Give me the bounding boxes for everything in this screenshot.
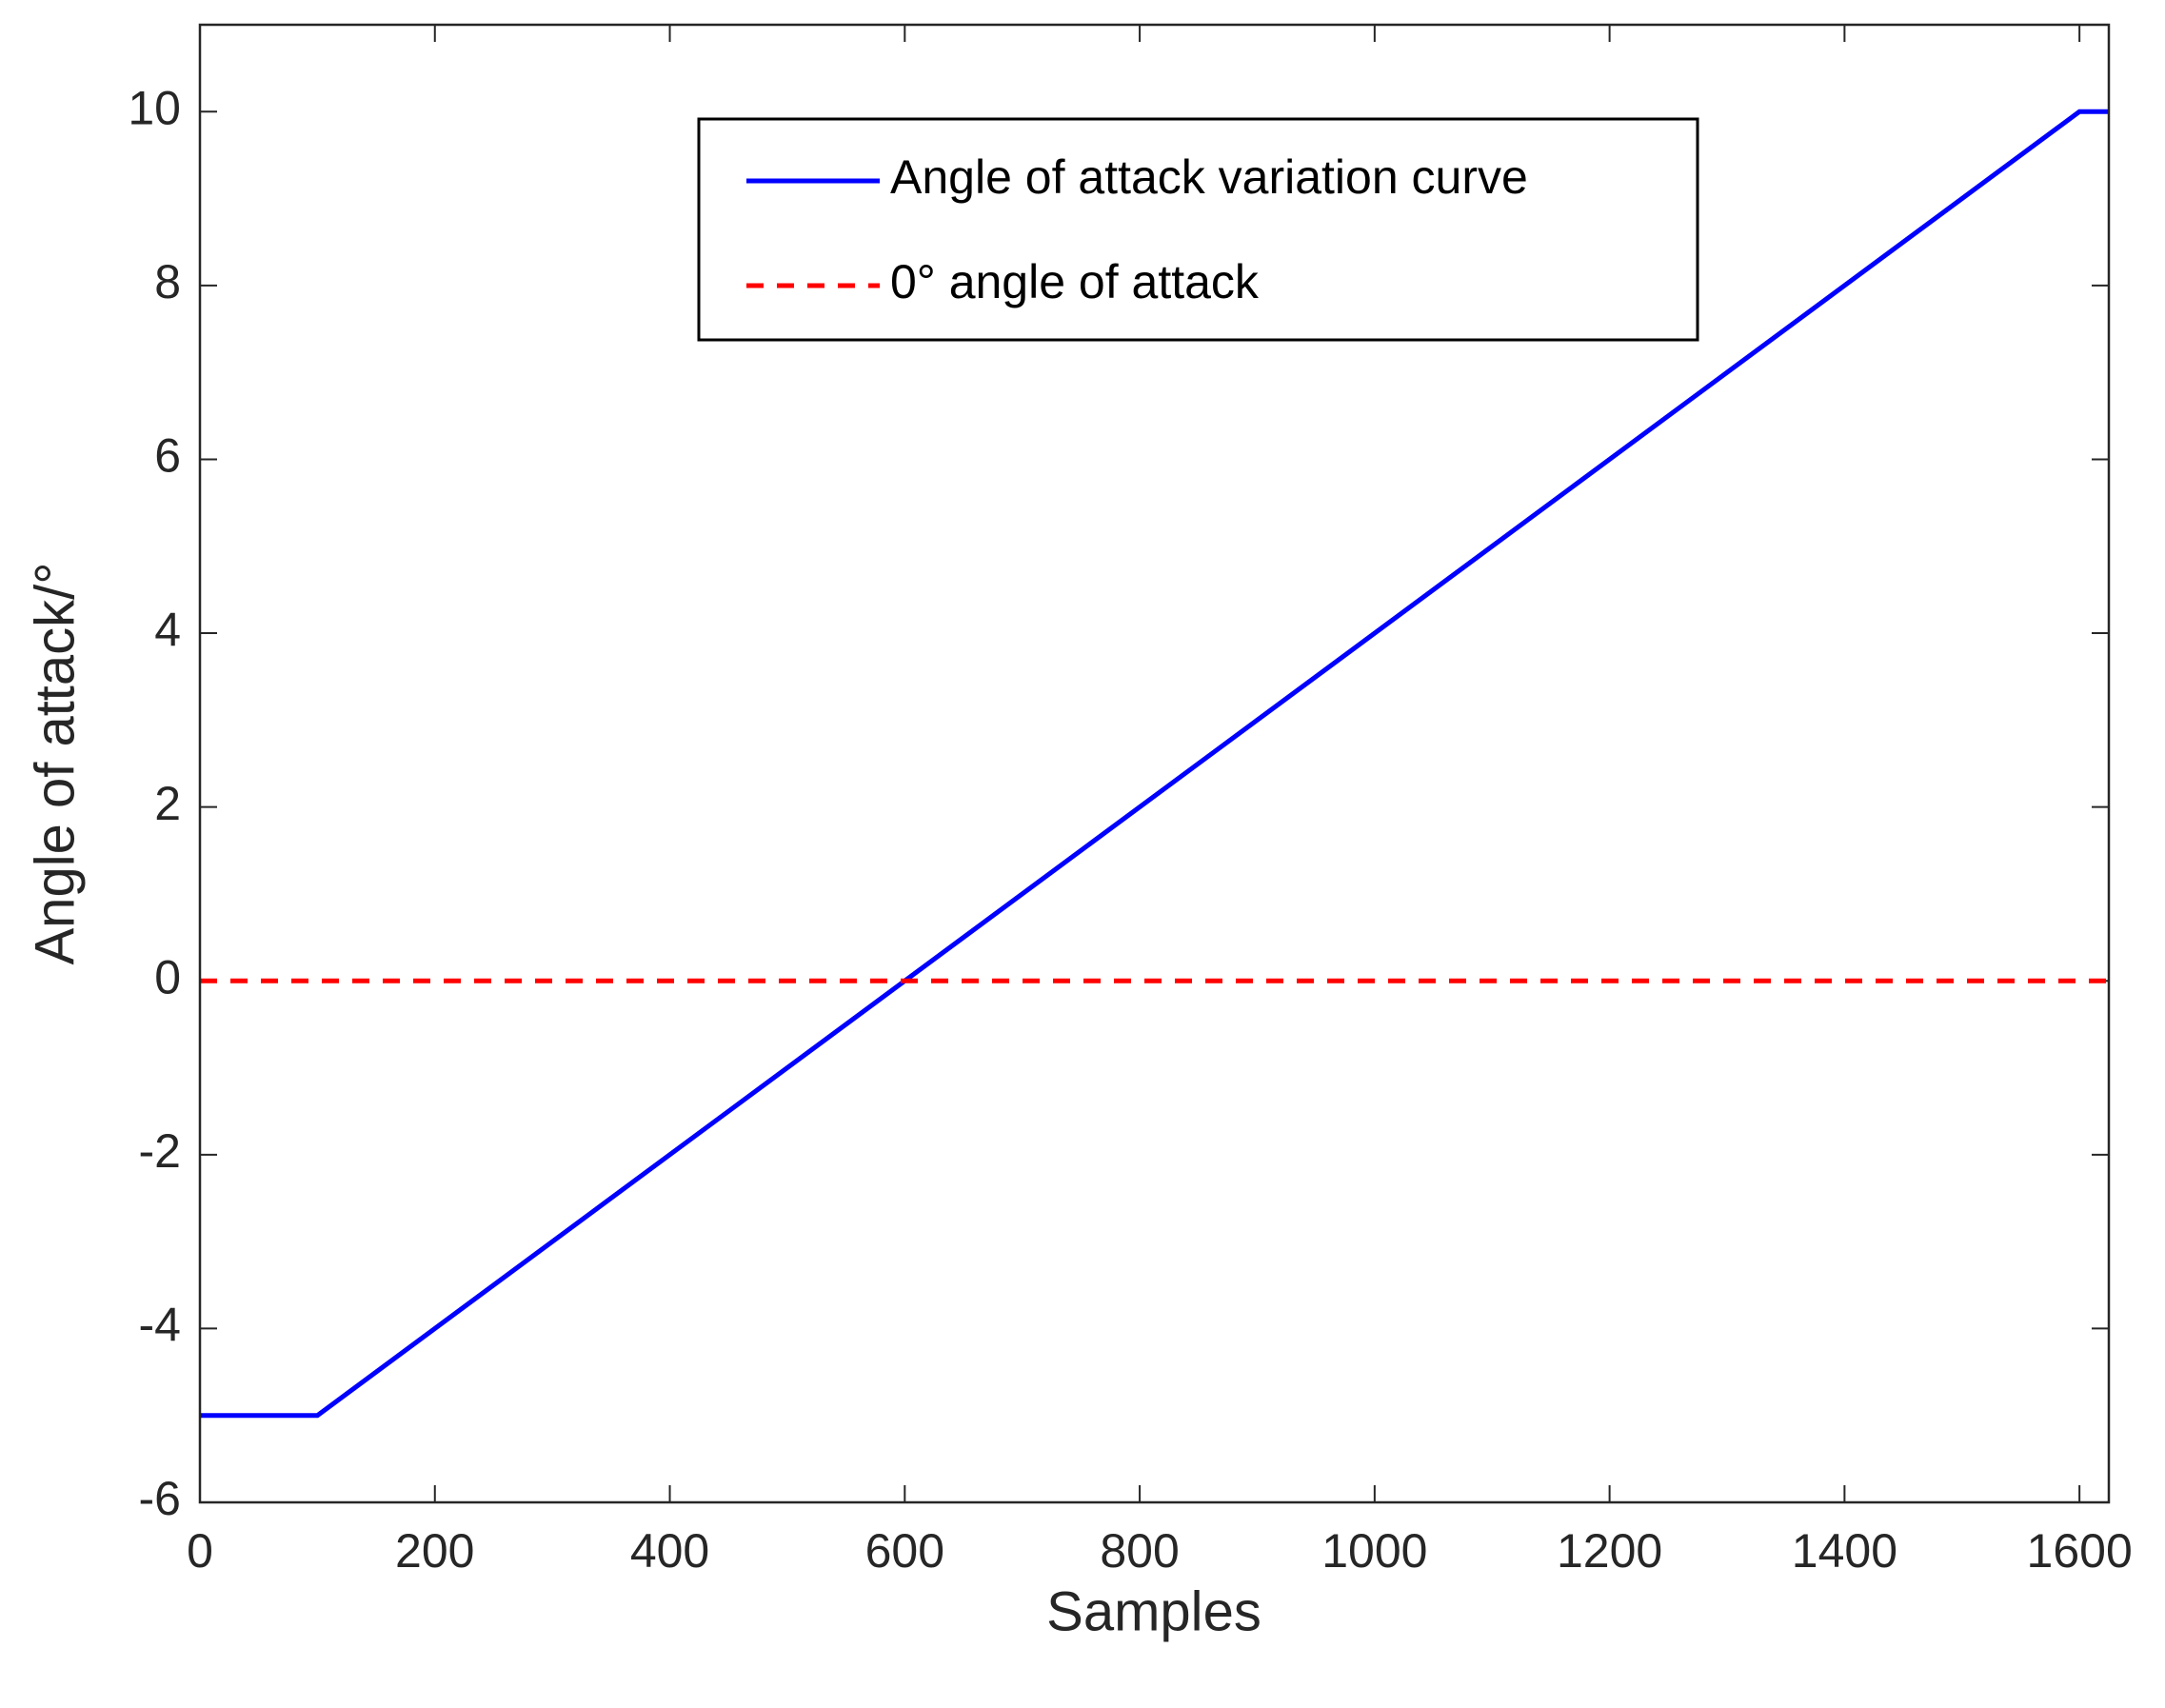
y-tick-label: 8	[154, 255, 181, 308]
x-tick-label: 1400	[1792, 1524, 1897, 1578]
y-tick-label: 10	[128, 81, 181, 134]
x-tick-label: 1000	[1321, 1524, 1427, 1578]
x-tick-label: 1600	[2027, 1524, 2133, 1578]
x-axis-label: Samples	[1046, 1580, 1261, 1642]
legend-box	[697, 117, 1699, 342]
x-tick-label: 800	[1100, 1524, 1179, 1578]
y-tick-label: -2	[139, 1124, 181, 1178]
y-tick-label: 6	[154, 429, 181, 483]
plot-frame	[198, 23, 2111, 1504]
y-tick-label: -4	[139, 1299, 181, 1352]
x-tick-label: 400	[630, 1524, 709, 1578]
x-tick-label: 1200	[1557, 1524, 1662, 1578]
legend-label: Angle of attack variation curve	[890, 150, 1528, 204]
y-axis-label: Angle of attack/°	[24, 563, 86, 965]
legend-label: 0° angle of attack	[890, 255, 1260, 308]
series-line	[200, 109, 2109, 1419]
y-tick-label: 2	[154, 777, 181, 830]
y-tick-label: 4	[154, 603, 181, 656]
x-tick-label: 0	[187, 1524, 213, 1578]
x-tick-label: 200	[395, 1524, 474, 1578]
y-tick-label: -6	[139, 1472, 181, 1525]
y-tick-label: 0	[154, 950, 181, 1003]
x-tick-label: 600	[865, 1524, 944, 1578]
